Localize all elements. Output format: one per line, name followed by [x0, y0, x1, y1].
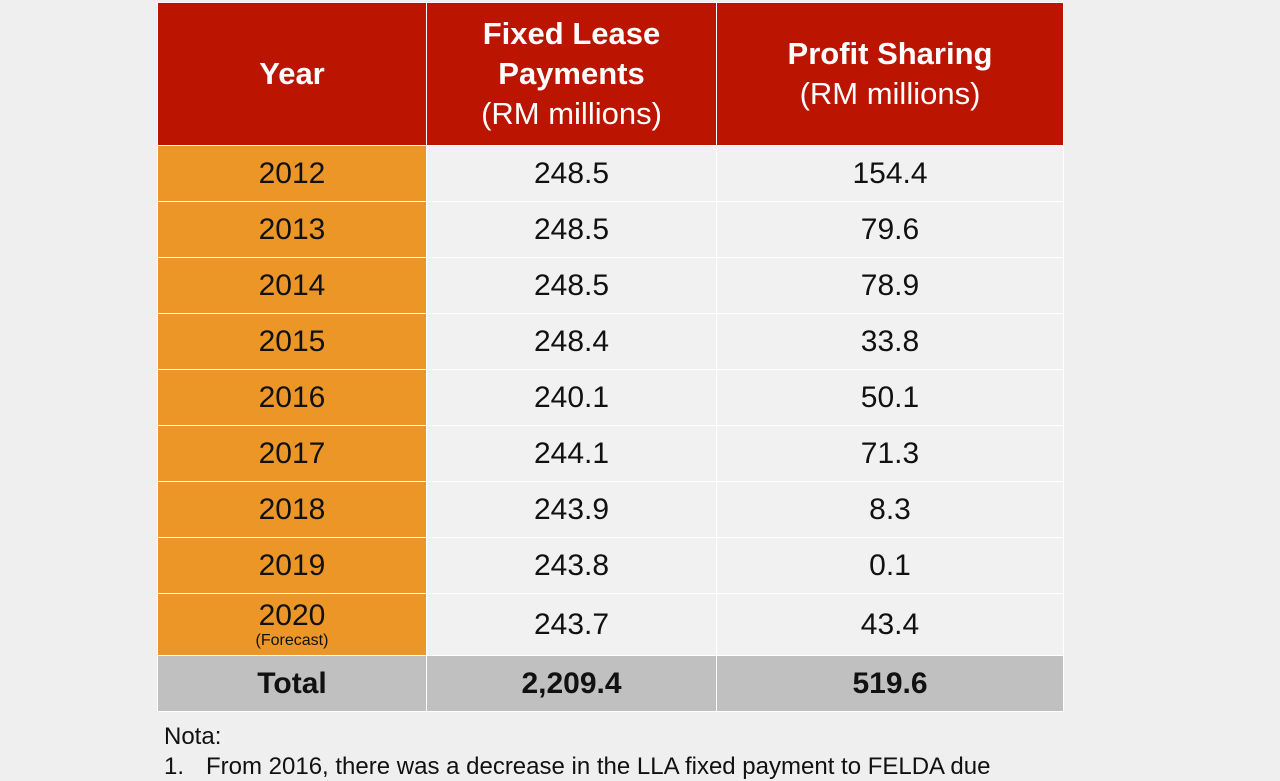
- year-cell: 2018: [157, 481, 427, 538]
- table-total-row: Total 2,209.4 519.6: [157, 655, 1064, 712]
- profit-sharing-cell: 50.1: [716, 369, 1064, 426]
- note-text: From 2016, there was a decrease in the L…: [206, 753, 991, 780]
- header-year-label: Year: [259, 56, 325, 91]
- header-profit-sharing-label: Profit Sharing: [787, 36, 993, 71]
- fixed-lease-cell: 243.9: [426, 481, 717, 538]
- profit-sharing-cell: 0.1: [716, 537, 1064, 594]
- lease-payments-table: Year Fixed Lease Payments (RM millions) …: [157, 2, 1064, 712]
- year-cell: 2012: [157, 145, 427, 202]
- note-item: 1. From 2016, there was a decrease in th…: [164, 752, 1164, 781]
- header-profit-sharing-unit: (RM millions): [799, 76, 981, 111]
- table-row: 2013 248.5 79.6: [157, 201, 1064, 258]
- forecast-note: (Forecast): [255, 631, 329, 649]
- year-cell-forecast: 2020 (Forecast): [157, 593, 427, 656]
- year-cell: 2016: [157, 369, 427, 426]
- table-row: 2015 248.4 33.8: [157, 313, 1064, 370]
- total-profit-sharing: 519.6: [716, 655, 1064, 712]
- profit-sharing-cell: 78.9: [716, 257, 1064, 314]
- profit-sharing-cell: 43.4: [716, 593, 1064, 656]
- year-cell: 2014: [157, 257, 427, 314]
- notes-section: Nota: 1. From 2016, there was a decrease…: [164, 722, 1164, 781]
- total-fixed-lease: 2,209.4: [426, 655, 717, 712]
- profit-sharing-cell: 79.6: [716, 201, 1064, 258]
- table-row: 2018 243.9 8.3: [157, 481, 1064, 538]
- fixed-lease-cell: 248.5: [426, 201, 717, 258]
- fixed-lease-cell: 243.8: [426, 537, 717, 594]
- total-label: Total: [157, 655, 427, 712]
- table-row: 2017 244.1 71.3: [157, 425, 1064, 482]
- profit-sharing-cell: 8.3: [716, 481, 1064, 538]
- table-row: 2019 243.8 0.1: [157, 537, 1064, 594]
- fixed-lease-cell: 244.1: [426, 425, 717, 482]
- forecast-year: 2020: [258, 598, 326, 632]
- table-row: 2012 248.5 154.4: [157, 145, 1064, 202]
- year-cell: 2013: [157, 201, 427, 258]
- note-number: 1.: [164, 753, 185, 780]
- year-cell: 2019: [157, 537, 427, 594]
- table-row: 2014 248.5 78.9: [157, 257, 1064, 314]
- year-cell: 2017: [157, 425, 427, 482]
- table-row-forecast: 2020 (Forecast) 243.7 43.4: [157, 593, 1064, 656]
- fixed-lease-cell: 240.1: [426, 369, 717, 426]
- profit-sharing-cell: 33.8: [716, 313, 1064, 370]
- table-row: 2016 240.1 50.1: [157, 369, 1064, 426]
- header-fixed-lease-label: Fixed Lease Payments: [482, 16, 661, 91]
- year-cell: 2015: [157, 313, 427, 370]
- table-header-row: Year Fixed Lease Payments (RM millions) …: [157, 2, 1064, 146]
- profit-sharing-cell: 71.3: [716, 425, 1064, 482]
- header-profit-sharing: Profit Sharing (RM millions): [716, 2, 1064, 146]
- fixed-lease-cell: 248.4: [426, 313, 717, 370]
- profit-sharing-cell: 154.4: [716, 145, 1064, 202]
- table-body: 2012 248.5 154.4 2013 248.5 79.6 2014 24…: [157, 145, 1064, 712]
- header-year: Year: [157, 2, 427, 146]
- fixed-lease-cell: 248.5: [426, 145, 717, 202]
- header-fixed-lease: Fixed Lease Payments (RM millions): [426, 2, 717, 146]
- header-fixed-lease-unit: (RM millions): [481, 96, 662, 131]
- fixed-lease-cell: 243.7: [426, 593, 717, 656]
- notes-heading: Nota:: [164, 723, 222, 750]
- fixed-lease-cell: 248.5: [426, 257, 717, 314]
